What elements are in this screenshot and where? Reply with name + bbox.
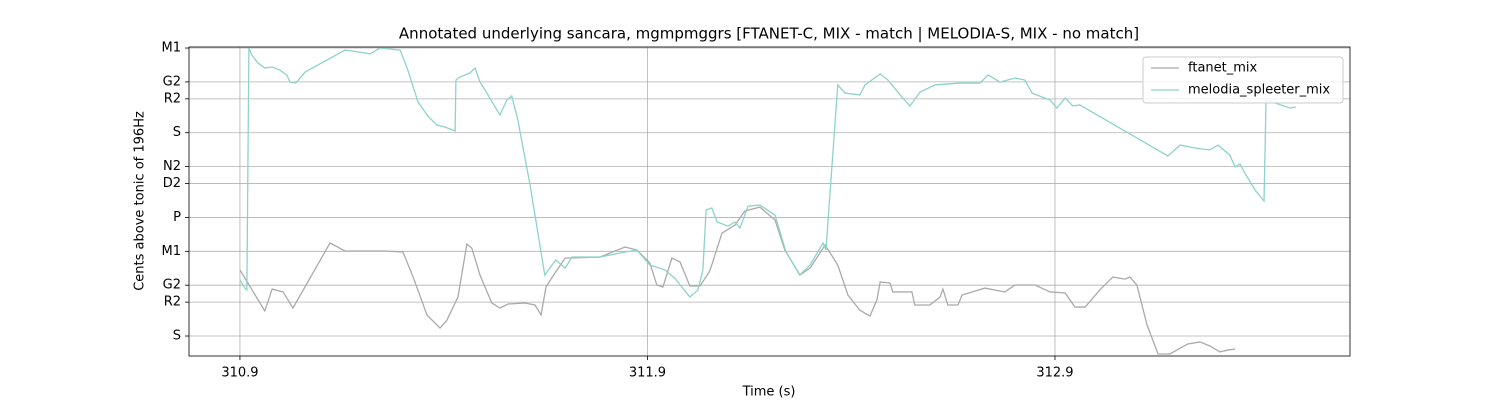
y-tick-label: M1 bbox=[162, 244, 182, 259]
chart-title: Annotated underlying sancara, mgmpmggrs … bbox=[399, 25, 1139, 43]
plot-lines bbox=[239, 47, 1296, 355]
plot-frame bbox=[188, 46, 1351, 357]
y-tick-label: M1 bbox=[162, 41, 182, 56]
y-tick-label: S bbox=[173, 329, 181, 344]
legend: ftanet_mix melodia_spleeter_mix bbox=[1142, 56, 1344, 104]
x-axis-label: Time (s) bbox=[742, 385, 796, 400]
legend-box bbox=[1142, 56, 1344, 104]
y-tick-label: D2 bbox=[163, 176, 181, 191]
grid bbox=[189, 47, 1350, 356]
x-tick-label: 310.9 bbox=[221, 366, 258, 381]
y-tick-label: R2 bbox=[164, 91, 181, 106]
x-tick-label: 312.9 bbox=[1036, 366, 1073, 381]
y-axis-label: Cents above tonic of 196Hz bbox=[133, 111, 148, 291]
x-tick-label: 311.9 bbox=[629, 366, 666, 381]
y-tick-label: G2 bbox=[163, 278, 181, 293]
legend-label: ftanet_mix bbox=[1188, 61, 1258, 76]
y-tick-label: N2 bbox=[163, 159, 181, 174]
y-tick-label: P bbox=[173, 210, 181, 225]
legend-label: melodia_spleeter_mix bbox=[1188, 83, 1330, 98]
data-line bbox=[239, 206, 1236, 355]
data-line bbox=[239, 47, 1296, 298]
y-tick-label: G2 bbox=[163, 74, 181, 89]
y-tick-label: S bbox=[173, 125, 181, 140]
y-tick-label: R2 bbox=[164, 295, 181, 310]
